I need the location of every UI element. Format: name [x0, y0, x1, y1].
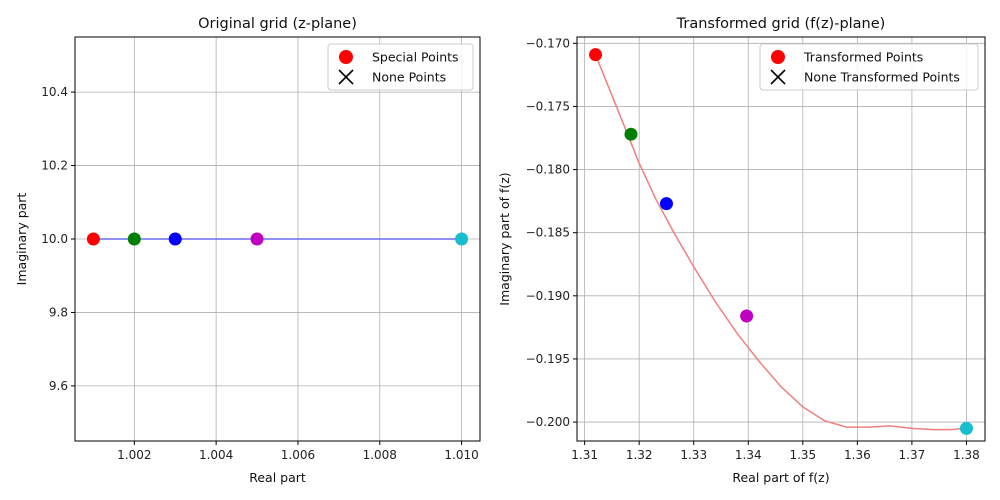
data-point	[127, 232, 141, 246]
data-point	[86, 232, 100, 246]
y-tick-label: −0.185	[526, 226, 570, 240]
legend-label: Special Points	[372, 50, 459, 65]
data-point	[168, 232, 182, 246]
x-axis-label: Real part	[249, 470, 306, 485]
data-point	[250, 232, 264, 246]
y-tick-label: 9.6	[49, 379, 68, 393]
x-tick-label: 1.008	[363, 448, 397, 462]
legend-marker-circle	[771, 50, 785, 64]
legend-box	[327, 43, 474, 91]
y-tick-label: 10.2	[41, 159, 68, 173]
x-tick-label: 1.004	[199, 448, 233, 462]
y-tick-label: −0.195	[526, 352, 570, 366]
y-tick-label: −0.190	[526, 289, 570, 303]
y-axis-label: Imaginary part of f(z)	[497, 172, 512, 305]
data-point	[589, 48, 603, 62]
data-point	[624, 127, 638, 141]
legend-marker-x	[770, 69, 786, 85]
x-tick-label: 1.33	[680, 448, 707, 462]
x-tick-label: 1.006	[281, 448, 315, 462]
x-axis-label: Real part of f(z)	[732, 470, 829, 485]
x-tick-label: 1.34	[735, 448, 762, 462]
legend-marker-x	[338, 69, 354, 85]
x-tick-label: 1.36	[844, 448, 871, 462]
x-tick-label: 1.002	[117, 448, 151, 462]
y-tick-label: −0.170	[526, 36, 570, 50]
legend-marker-circle	[339, 50, 353, 64]
y-tick-label: 10.4	[41, 85, 68, 99]
data-point	[455, 232, 469, 246]
legend-label: None Points	[372, 70, 446, 85]
x-tick-label: 1.37	[899, 448, 926, 462]
y-tick-label: −0.180	[526, 163, 570, 177]
data-point	[740, 309, 754, 323]
y-tick-label: −0.200	[526, 415, 570, 429]
axes-frame	[576, 36, 986, 442]
data-point	[659, 197, 673, 211]
chart-title: Original grid (z-plane)	[198, 16, 357, 32]
legend-label: Transformed Points	[803, 50, 923, 65]
legend: Special Points None Points	[327, 43, 474, 91]
x-tick-label: 1.32	[626, 448, 653, 462]
legend-box	[759, 43, 979, 91]
legend: Transformed Points None Transformed Point…	[759, 43, 979, 91]
x-tick-label: 1.010	[444, 448, 478, 462]
y-axis-label: Imaginary part	[14, 193, 29, 286]
chart-title: Transformed grid (f(z)-plane)	[676, 16, 886, 32]
y-tick-label: −0.175	[526, 99, 570, 113]
x-tick-label: 1.35	[789, 448, 816, 462]
chart-original-grid: 1.002 1.004 1.006 1.008 1.010 9.6 9.8 10.0 10.2 1…	[14, 16, 481, 485]
chart-transformed-grid: 1.31 1.32 1.33 1.34 1.35 1.36 1.37 1.38 −0.200 −0…	[497, 16, 986, 485]
data-point	[959, 421, 973, 435]
legend-label: None Transformed Points	[804, 70, 960, 85]
y-tick-label: 10.0	[41, 232, 68, 246]
x-tick-label: 1.31	[571, 448, 598, 462]
series-curve	[594, 54, 967, 431]
y-tick-label: 9.8	[49, 305, 68, 319]
x-tick-label: 1.38	[953, 448, 980, 462]
